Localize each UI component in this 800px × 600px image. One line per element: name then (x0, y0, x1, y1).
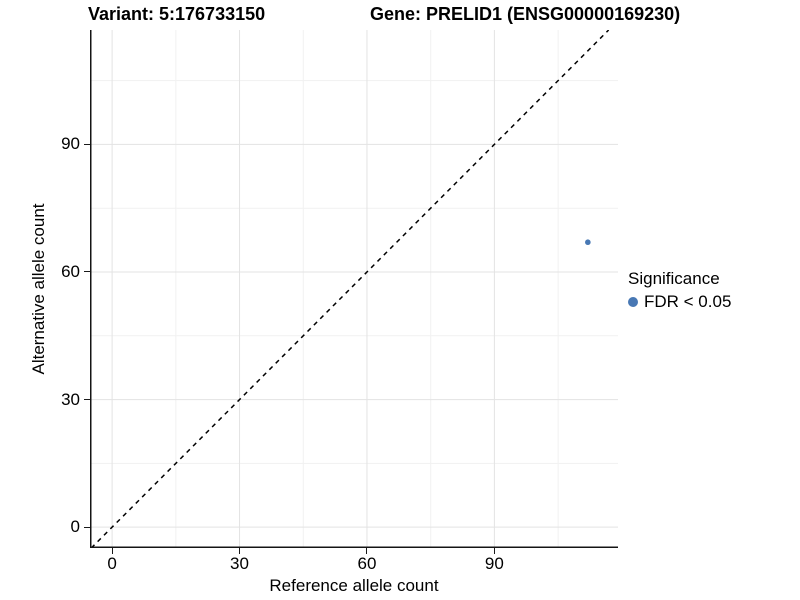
chart-title-gene: Gene: PRELID1 (ENSG00000169230) (370, 4, 681, 24)
y-axis-title-text: Alternative allele count (29, 203, 48, 375)
legend: Significance FDR < 0.05 (628, 269, 731, 312)
plot-panel (90, 30, 618, 548)
legend-item: FDR < 0.05 (628, 292, 731, 312)
x-tick-mark (366, 548, 368, 554)
y-tick-label: 60 (61, 261, 80, 281)
y-tick-mark (84, 526, 90, 528)
x-tick-label: 60 (357, 554, 377, 573)
x-tick-label: 30 (230, 554, 249, 573)
x-tick-mark (111, 548, 113, 554)
legend-title: Significance (628, 269, 720, 288)
legend-point-icon (628, 297, 638, 307)
y-tick-mark (84, 271, 90, 273)
y-tick-mark (84, 143, 90, 145)
x-tick-label: 0 (107, 554, 117, 573)
y-tick-label: 90 (61, 134, 80, 154)
x-tick-mark (493, 548, 495, 554)
y-tick-mark (84, 399, 90, 401)
y-tick-label: 0 (70, 517, 80, 537)
y-tick-label: 30 (61, 389, 80, 409)
data-point (585, 239, 591, 246)
identity-line (90, 30, 610, 548)
plot-canvas (90, 30, 618, 548)
x-axis-title: Reference allele count (269, 576, 439, 595)
legend-items: FDR < 0.05 (628, 292, 731, 312)
legend-item-label: FDR < 0.05 (644, 292, 732, 311)
chart-title-variant: Variant: 5:176733150 (88, 4, 266, 24)
x-tick-mark (239, 548, 241, 554)
x-tick-label: 90 (484, 554, 504, 573)
